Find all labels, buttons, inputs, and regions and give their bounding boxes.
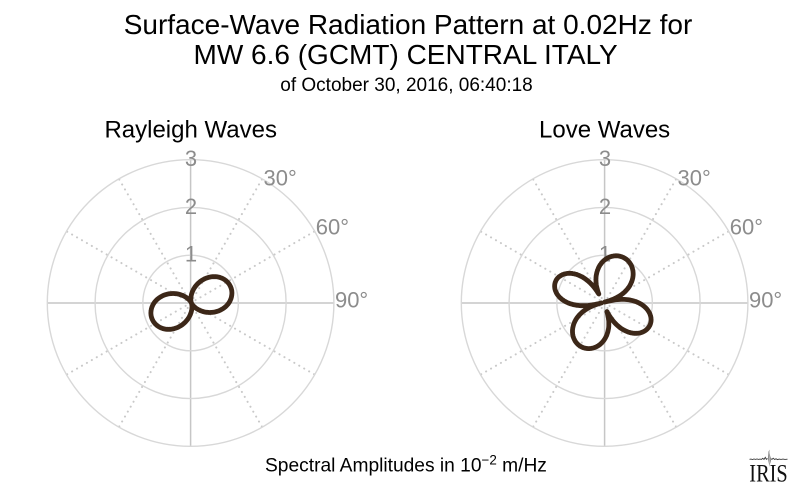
svg-text:1: 1 [185,242,197,267]
svg-text:Spectral Amplitudes in 10−2 m/: Spectral Amplitudes in 10−2 m/Hz [265,453,547,477]
svg-text:3: 3 [599,146,611,171]
svg-text:30°: 30° [264,165,297,190]
svg-text:30°: 30° [678,165,711,190]
svg-text:60°: 60° [316,215,349,240]
svg-text:Rayleigh Waves: Rayleigh Waves [104,117,277,144]
svg-text:Surface-Wave Radiation Pattern: Surface-Wave Radiation Pattern at 0.02Hz… [124,9,693,40]
svg-text:60°: 60° [730,215,763,240]
svg-text:of October 30, 2016, 06:40:18: of October 30, 2016, 06:40:18 [280,75,532,96]
svg-text:90°: 90° [335,288,368,313]
svg-text:IRIS: IRIS [749,460,787,487]
svg-text:Love Waves: Love Waves [539,117,670,144]
svg-text:2: 2 [185,194,197,219]
svg-text:3: 3 [185,146,197,171]
svg-text:2: 2 [599,194,611,219]
svg-text:90°: 90° [749,288,782,313]
svg-text:MW 6.6 (GCMT) CENTRAL ITALY: MW 6.6 (GCMT) CENTRAL ITALY [194,39,618,70]
